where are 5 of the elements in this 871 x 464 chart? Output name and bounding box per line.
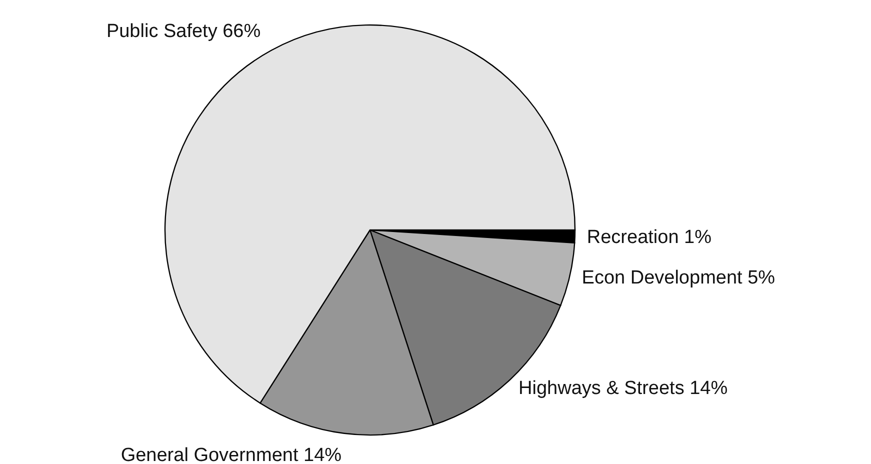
slice-label: Highways & Streets 14% (518, 378, 728, 400)
slice-label: Public Safety 66% (106, 21, 261, 42)
slice-label: Recreation 1% (586, 226, 712, 248)
slice-label: General Government 14% (120, 445, 342, 464)
slice-label: Econ Development 5% (582, 267, 776, 288)
